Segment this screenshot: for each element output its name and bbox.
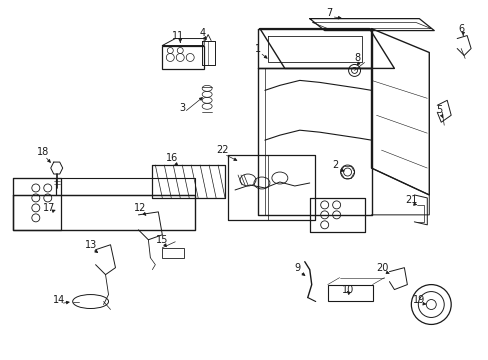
Text: 4: 4 <box>199 28 205 37</box>
Text: 15: 15 <box>156 235 168 245</box>
Bar <box>162 248 184 258</box>
Text: 17: 17 <box>42 203 55 213</box>
Text: 14: 14 <box>53 294 65 305</box>
Text: 2: 2 <box>332 160 338 170</box>
Text: 9: 9 <box>294 263 300 273</box>
Text: 22: 22 <box>215 145 228 155</box>
Text: 8: 8 <box>354 54 360 63</box>
Circle shape <box>340 165 354 179</box>
Text: 20: 20 <box>375 263 388 273</box>
Text: 13: 13 <box>84 240 97 250</box>
Text: 18: 18 <box>37 147 49 157</box>
Text: 3: 3 <box>179 103 185 113</box>
Text: 21: 21 <box>405 195 417 205</box>
Text: 12: 12 <box>134 203 146 213</box>
Text: 11: 11 <box>172 31 184 41</box>
Bar <box>162 45 203 69</box>
Text: 16: 16 <box>166 153 178 163</box>
Text: 19: 19 <box>412 294 425 305</box>
Text: 5: 5 <box>435 105 442 115</box>
Text: 7: 7 <box>326 8 332 18</box>
Text: 6: 6 <box>457 24 463 33</box>
Circle shape <box>410 285 450 324</box>
Circle shape <box>348 64 360 76</box>
Bar <box>327 285 372 301</box>
Text: 1: 1 <box>254 44 261 54</box>
Text: 10: 10 <box>341 284 353 294</box>
